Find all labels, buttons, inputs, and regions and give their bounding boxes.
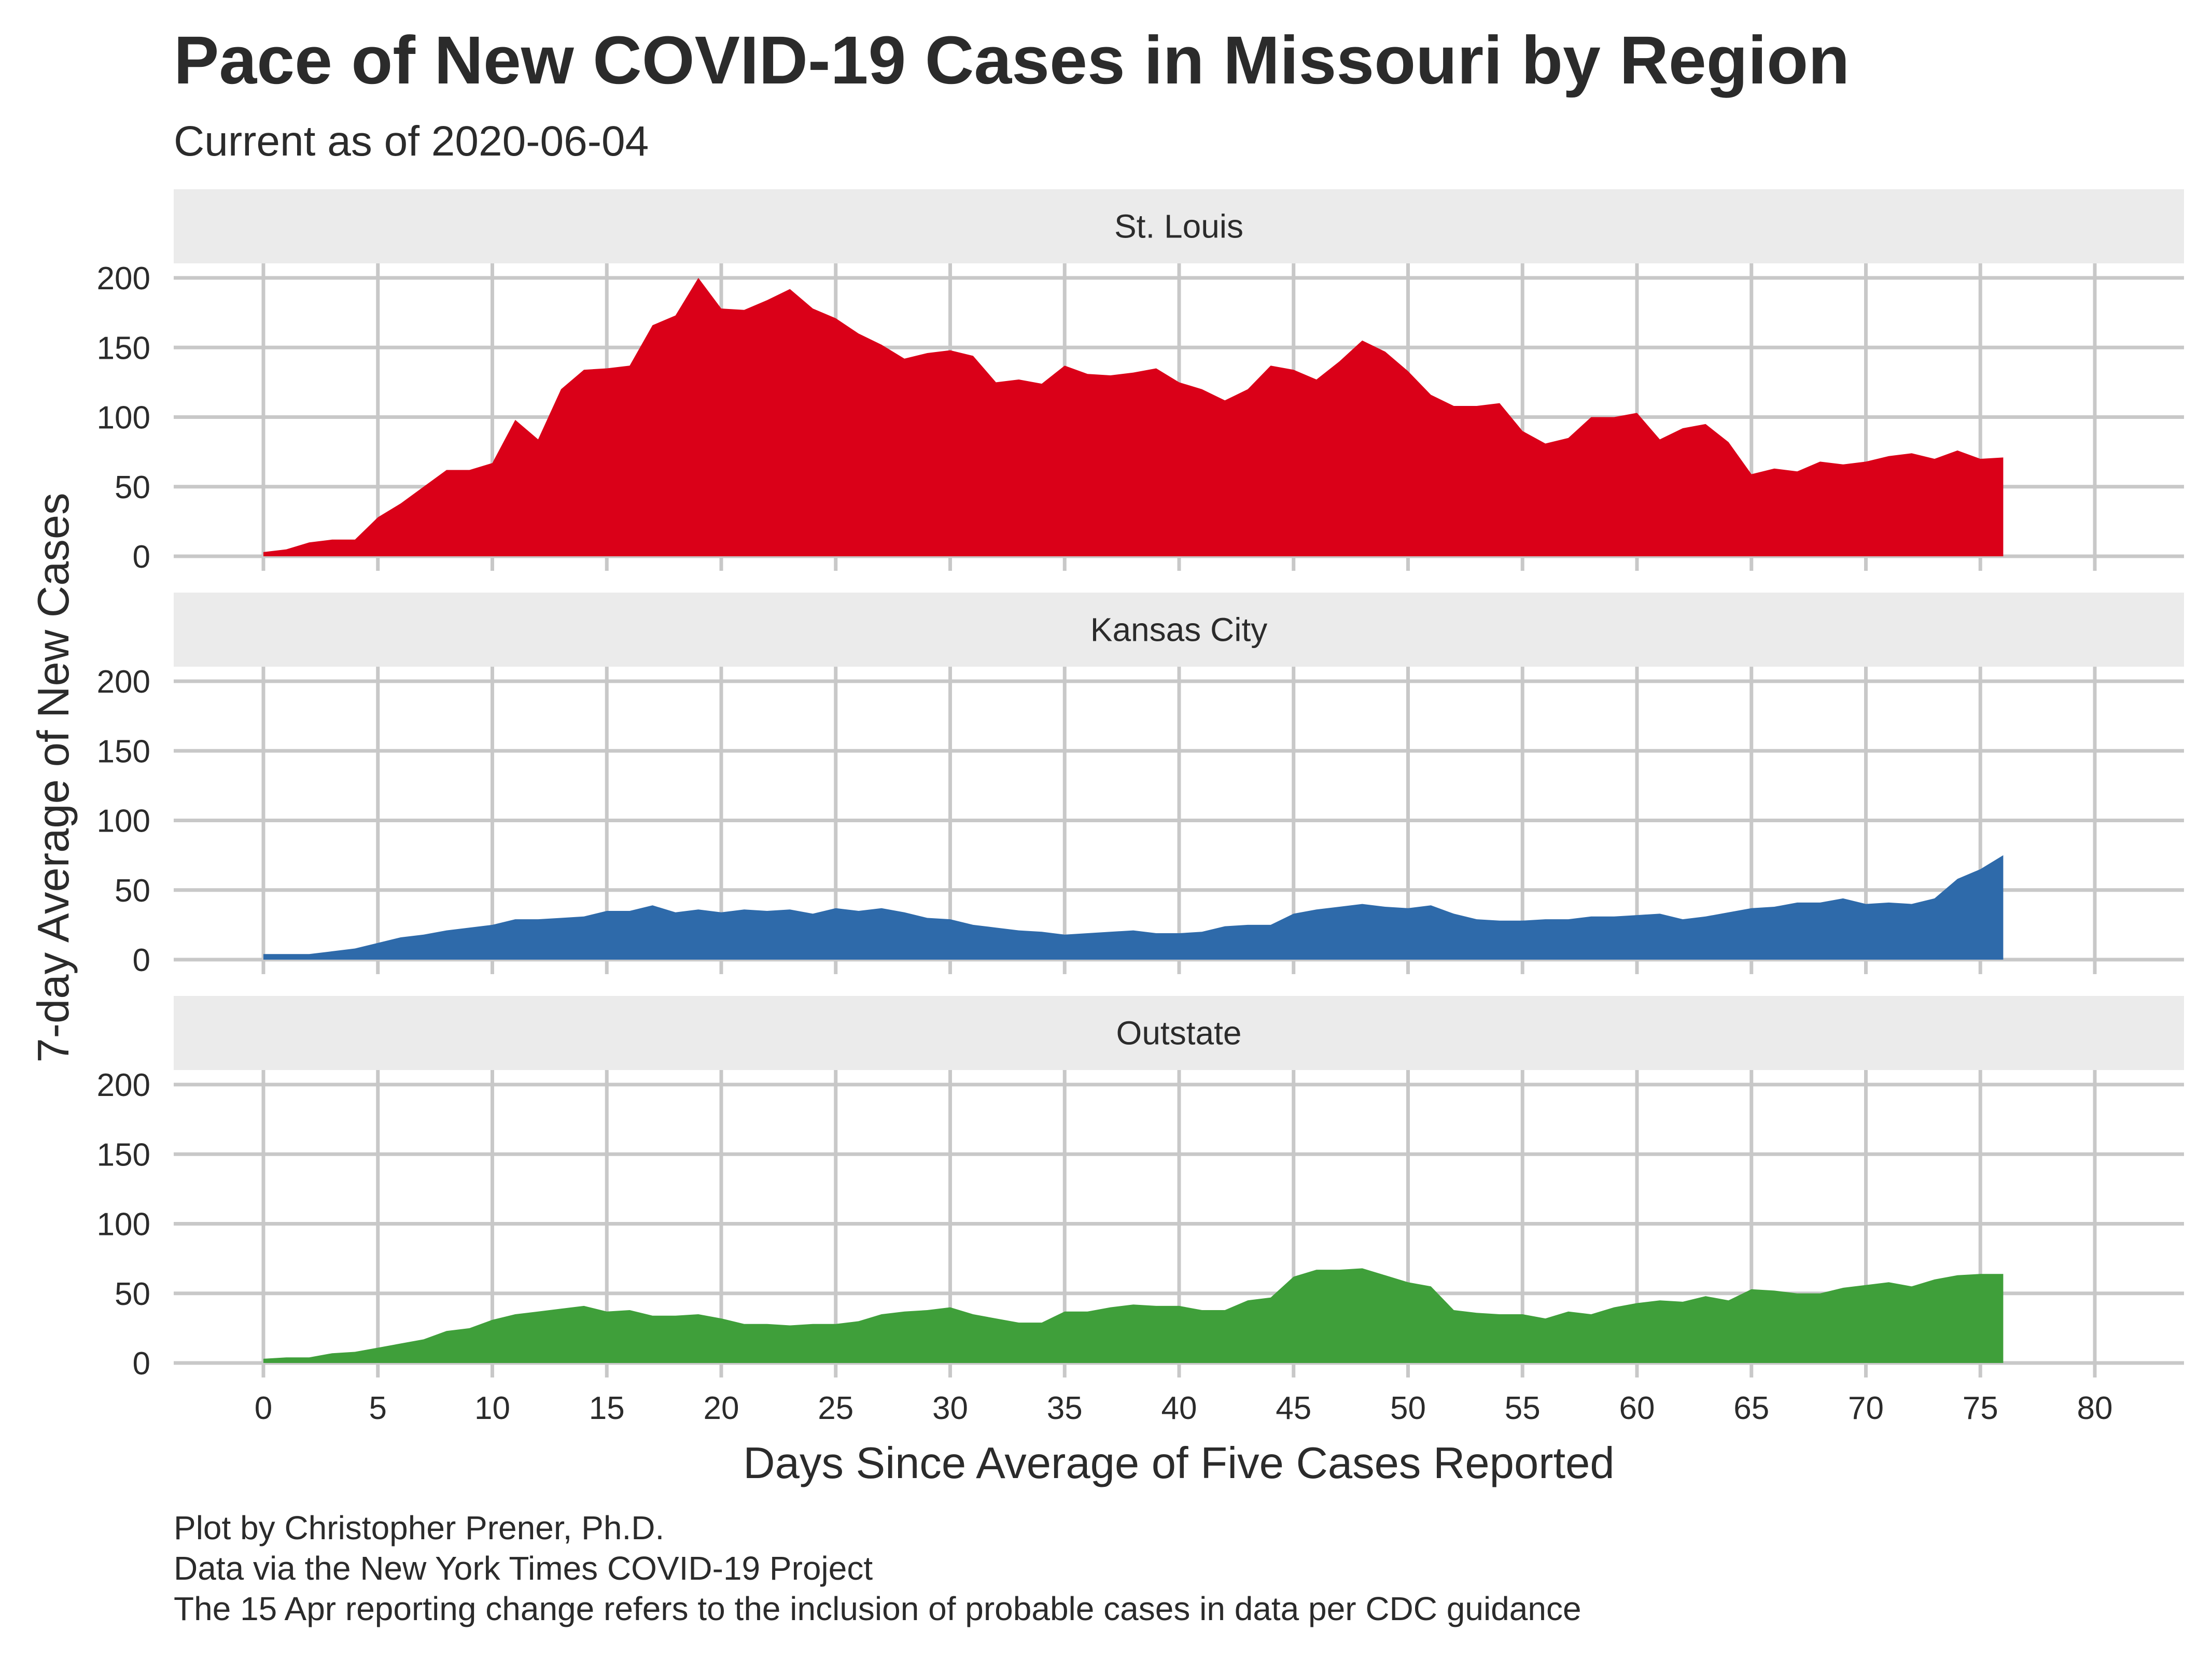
y-tick-label: 150 [97,330,150,366]
facet-strip [174,996,2184,1070]
facet-strip-label: St. Louis [1114,208,1243,245]
x-tick-label: 25 [818,1390,853,1426]
facet-panel-1: St. Louis 0 50 100 150 200 [97,189,2184,575]
y-tick-label: 50 [115,470,150,505]
facet-strip-label: Kansas City [1090,611,1267,649]
facet-panel-3: Outstate 0 50 100 150 200 [97,996,2184,1382]
x-tick-label: 35 [1047,1390,1083,1426]
x-tick-label: 50 [1390,1390,1426,1426]
y-tick-label: 200 [97,261,150,297]
y-tick-label: 150 [97,734,150,769]
x-tick-label: 30 [932,1390,968,1426]
x-tick-label: 10 [474,1390,510,1426]
x-tick-label: 60 [1619,1390,1655,1426]
y-tick-label: 200 [97,1067,150,1103]
chart-title: Pace of New COVID-19 Cases in Missouri b… [174,22,1850,98]
facet-strip [174,189,2184,263]
x-axis: 0 5 10 15 20 25 30 35 40 45 50 55 60 65 70 75 80 [255,1390,2113,1426]
facet-strip-label: Outstate [1116,1015,1242,1052]
facet-strip [174,593,2184,667]
x-tick-label: 75 [1963,1390,1998,1426]
y-tick-label: 100 [97,400,150,436]
area-series-kansas-city [263,855,2004,960]
caption-line-author: Plot by Christopher Prener, Ph.D. [174,1509,665,1546]
y-tick-label: 0 [133,943,150,978]
y-tick-label: 200 [97,664,150,700]
area-series-st-louis [263,278,2004,556]
caption-line-source: Data via the New York Times COVID-19 Pro… [174,1550,873,1587]
y-tick-label: 100 [97,1207,150,1243]
y-tick-label: 150 [97,1137,150,1173]
y-tick-label: 0 [133,1346,150,1382]
x-tick-label: 15 [589,1390,625,1426]
y-tick-label: 50 [115,873,150,909]
x-tick-label: 40 [1161,1390,1197,1426]
y-axis-title: 7-day Average of New Cases [29,493,78,1062]
y-tick-label: 0 [133,539,150,575]
y-tick-label: 100 [97,804,150,839]
chart-subtitle: Current as of 2020-06-04 [174,118,649,165]
area-series-outstate [263,1268,2004,1363]
caption-line-note: The 15 Apr reporting change refers to th… [174,1590,1581,1627]
x-tick-label: 70 [1848,1390,1884,1426]
x-tick-label: 80 [2077,1390,2113,1426]
y-tick-label: 50 [115,1276,150,1312]
x-axis-title: Days Since Average of Five Cases Reporte… [743,1439,1614,1488]
x-tick-label: 45 [1276,1390,1311,1426]
x-tick-label: 0 [255,1390,272,1426]
caption: Plot by Christopher Prener, Ph.D. Data v… [174,1508,1581,1629]
facet-panel-2: Kansas City 0 50 100 150 200 [97,593,2184,978]
x-tick-label: 5 [369,1390,387,1426]
x-tick-label: 55 [1505,1390,1541,1426]
x-tick-label: 20 [704,1390,739,1426]
x-tick-label: 65 [1733,1390,1769,1426]
